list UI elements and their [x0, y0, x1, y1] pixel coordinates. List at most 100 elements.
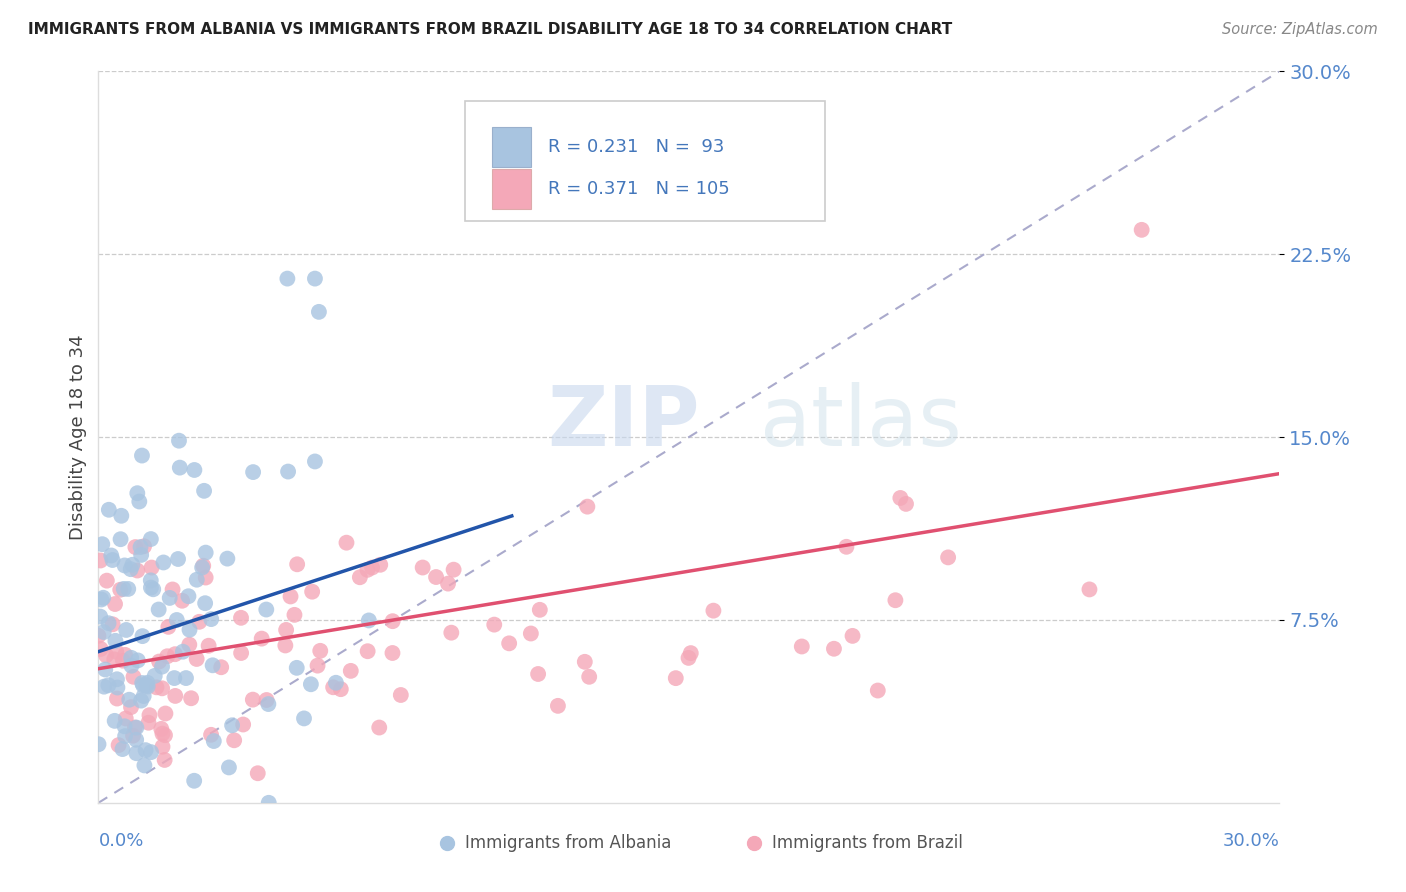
Point: [381, 614, 404, 628]
Point: [307, 658, 329, 673]
Point: [183, 773, 205, 788]
Point: [162, 582, 184, 597]
Point: [118, 692, 141, 706]
Point: [574, 655, 596, 669]
Point: [299, 677, 322, 691]
Point: [110, 533, 132, 547]
Point: [148, 602, 170, 616]
Point: [1078, 582, 1101, 597]
Point: [87, 629, 110, 643]
Point: [889, 491, 911, 505]
Point: [250, 632, 273, 646]
Point: [246, 766, 269, 780]
Point: [153, 728, 176, 742]
Point: [180, 691, 202, 706]
Point: [936, 550, 959, 565]
Point: [111, 654, 134, 668]
Point: [309, 644, 332, 658]
Point: [356, 644, 378, 658]
Bar: [492, 169, 530, 210]
Point: [529, 603, 551, 617]
Point: [179, 638, 201, 652]
Point: [578, 670, 600, 684]
Point: [679, 646, 702, 660]
Text: R = 0.231   N =  93: R = 0.231 N = 93: [548, 138, 724, 156]
Point: [835, 540, 858, 554]
Point: [90, 592, 112, 607]
Point: [97, 502, 120, 516]
Point: [96, 574, 118, 588]
Point: [132, 678, 155, 692]
Point: [357, 614, 380, 628]
Point: [150, 681, 173, 696]
Point: [440, 625, 463, 640]
Point: [114, 719, 136, 733]
Point: [200, 728, 222, 742]
Point: [884, 593, 907, 607]
Point: [866, 683, 889, 698]
Point: [498, 636, 520, 650]
Point: [142, 582, 165, 597]
Point: [135, 743, 157, 757]
Point: [129, 693, 152, 707]
Point: [128, 494, 150, 508]
Point: [163, 671, 186, 685]
Point: [94, 663, 117, 677]
Point: [138, 715, 160, 730]
Point: [122, 670, 145, 684]
Point: [114, 648, 136, 662]
Point: [110, 508, 132, 523]
Point: [325, 675, 347, 690]
Point: [120, 700, 142, 714]
Point: [120, 650, 142, 665]
Point: [329, 682, 352, 697]
Point: [110, 582, 132, 597]
Point: [172, 593, 194, 607]
Point: [124, 721, 146, 735]
Point: [285, 558, 308, 572]
Point: [197, 639, 219, 653]
Point: [322, 680, 344, 694]
Point: [90, 642, 112, 657]
Point: [276, 623, 298, 637]
Point: [104, 597, 127, 611]
Point: [114, 711, 136, 725]
Point: [547, 698, 569, 713]
Point: [304, 271, 326, 285]
Point: [138, 708, 160, 723]
Point: [177, 589, 200, 603]
Point: [229, 646, 252, 660]
Point: [166, 613, 188, 627]
Point: [152, 739, 174, 754]
Point: [194, 570, 217, 584]
Point: [156, 649, 179, 664]
Point: [125, 721, 148, 735]
Text: Immigrants from Brazil: Immigrants from Brazil: [772, 834, 963, 852]
Point: [97, 616, 120, 631]
Point: [125, 732, 148, 747]
Point: [335, 535, 357, 549]
Point: [292, 711, 315, 725]
Point: [131, 676, 153, 690]
Point: [188, 615, 211, 629]
Point: [202, 734, 225, 748]
Point: [1130, 223, 1153, 237]
Point: [193, 558, 215, 573]
Point: [139, 745, 162, 759]
Point: [169, 460, 191, 475]
Point: [678, 651, 700, 665]
Point: [107, 738, 129, 752]
Point: [129, 540, 152, 554]
Point: [242, 465, 264, 479]
Point: [304, 454, 326, 468]
Point: [201, 658, 224, 673]
Point: [100, 549, 122, 563]
Point: [101, 553, 124, 567]
Point: [209, 660, 232, 674]
Point: [381, 646, 404, 660]
Point: [143, 669, 166, 683]
Point: [89, 553, 111, 567]
Text: Immigrants from Albania: Immigrants from Albania: [464, 834, 671, 852]
Point: [221, 718, 243, 732]
Point: [242, 692, 264, 706]
